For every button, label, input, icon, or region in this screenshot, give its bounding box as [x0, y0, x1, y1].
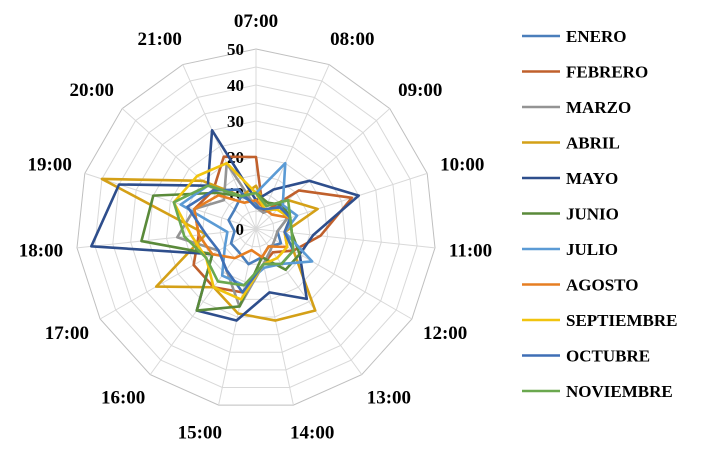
tick-label-0: 0: [236, 220, 245, 239]
category-label-14:00: 14:00: [290, 422, 334, 443]
category-label-19:00: 19:00: [28, 155, 72, 176]
category-label-13:00: 13:00: [367, 387, 411, 408]
tick-label-40: 40: [227, 76, 244, 95]
tick-label-50: 50: [227, 40, 244, 59]
tick-label-30: 30: [227, 112, 244, 131]
series-line-agosto: [193, 193, 292, 260]
category-label-12:00: 12:00: [423, 323, 467, 344]
legend-label-julio: JULIO: [566, 240, 618, 259]
legend: ENERO FEBRERO MARZO ABRIL MAYO JUNIO JULIO AGOS…: [522, 27, 677, 401]
series-line-mayo: [90, 129, 361, 322]
grid-ring-35: [130, 102, 382, 353]
grid-ring-45: [94, 66, 418, 388]
category-label-11:00: 11:00: [449, 241, 492, 262]
legend-label-agosto: AGOSTO: [566, 276, 638, 295]
spoke-08:00: [255, 64, 330, 230]
category-label-08:00: 08:00: [330, 29, 374, 50]
legend-label-noviembre: NOVIEMBRE: [566, 382, 673, 401]
category-label-16:00: 16:00: [101, 387, 145, 408]
legend-label-octubre: OCTUBRE: [566, 347, 650, 366]
legend-label-febrero: FEBRERO: [566, 63, 648, 82]
legend-label-enero: ENERO: [566, 27, 626, 46]
series-line-septiembre: [172, 161, 292, 301]
category-labels: 07:00 08:00 09:00 10:00 11:00 12:00 13:00 14:00…: [19, 11, 492, 443]
category-label-18:00: 18:00: [19, 241, 63, 262]
grid-ring-5: [237, 210, 275, 248]
spoke-15:00: [218, 228, 257, 406]
grid-ring-40: [112, 84, 400, 371]
category-label-17:00: 17:00: [45, 323, 89, 344]
legend-label-mayo: MAYO: [566, 169, 618, 188]
category-label-10:00: 10:00: [440, 155, 484, 176]
spoke-21:00: [182, 64, 257, 230]
category-label-20:00: 20:00: [70, 80, 114, 101]
series-lines: [90, 129, 361, 322]
legend-label-abril: ABRIL: [566, 134, 620, 153]
legend-label-marzo: MARZO: [566, 98, 631, 117]
legend-label-septiembre: SEPTIEMBRE: [566, 311, 677, 330]
grid-ring-15: [201, 174, 311, 283]
grid-ring-50: [76, 48, 436, 406]
category-label-07:00: 07:00: [234, 11, 278, 32]
category-label-09:00: 09:00: [398, 80, 442, 101]
grid-ring-30: [148, 120, 364, 336]
category-label-15:00: 15:00: [178, 422, 222, 443]
category-label-21:00: 21:00: [138, 29, 182, 50]
series-line-octubre: [186, 188, 295, 294]
series-line-noviembre: [172, 184, 295, 287]
legend-label-junio: JUNIO: [566, 205, 619, 224]
spoke-10:00: [255, 172, 428, 230]
series-line-abril: [100, 177, 319, 322]
